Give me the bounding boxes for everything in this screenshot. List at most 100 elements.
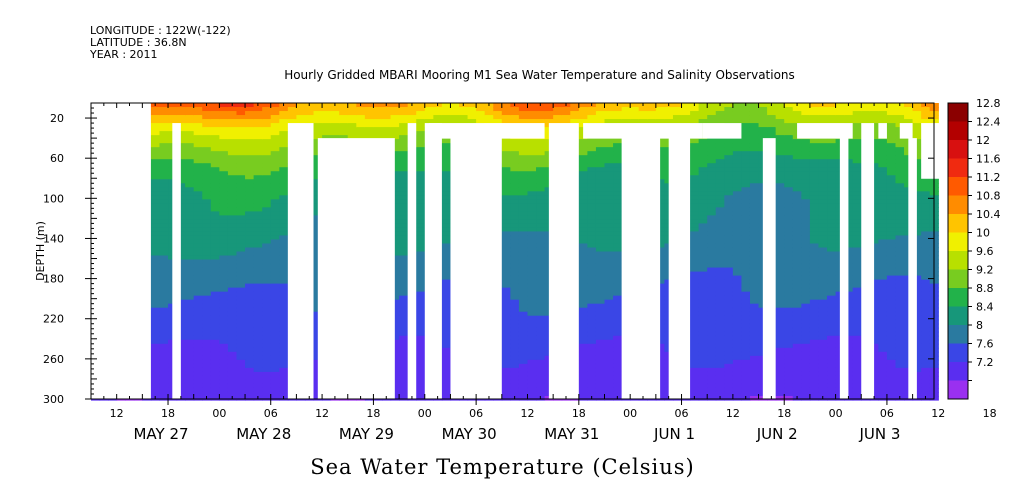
temperature-cell bbox=[381, 107, 392, 112]
temperature-cell bbox=[587, 119, 597, 124]
temperature-cell bbox=[227, 223, 238, 229]
temperature-cell bbox=[390, 355, 400, 361]
temperature-cell bbox=[399, 207, 409, 212]
temperature-cell bbox=[655, 311, 666, 317]
temperature-cell bbox=[313, 127, 323, 132]
temperature-cell bbox=[630, 111, 640, 116]
temperature-cell bbox=[245, 379, 255, 385]
temperature-cell bbox=[595, 291, 606, 297]
temperature-cell bbox=[604, 279, 614, 285]
temperature-cell bbox=[236, 235, 246, 241]
temperature-cell bbox=[536, 239, 546, 245]
temperature-cell bbox=[595, 235, 606, 241]
temperature-cell bbox=[219, 175, 229, 180]
temperature-cell bbox=[253, 111, 263, 116]
temperature-cell bbox=[527, 259, 537, 265]
temperature-cell bbox=[150, 307, 161, 313]
temperature-cell bbox=[441, 275, 452, 281]
temperature-cell bbox=[270, 299, 280, 305]
temperature-cell bbox=[416, 275, 426, 281]
temperature-cell bbox=[227, 279, 238, 285]
temperature-cell bbox=[578, 107, 588, 112]
temperature-cell bbox=[279, 175, 289, 180]
temperature-cell bbox=[245, 135, 255, 140]
temperature-cell bbox=[202, 335, 212, 341]
temperature-cell bbox=[416, 359, 426, 365]
temperature-cell bbox=[193, 391, 203, 397]
temperature-cell bbox=[236, 347, 246, 353]
temperature-cell bbox=[262, 183, 272, 188]
temperature-cell bbox=[613, 219, 623, 224]
temperature-cell bbox=[390, 383, 400, 389]
temperature-cell bbox=[245, 203, 255, 208]
temperature-cell bbox=[510, 319, 520, 325]
temperature-cell bbox=[227, 143, 238, 148]
temperature-cell bbox=[185, 299, 195, 305]
temperature-cell bbox=[236, 179, 246, 184]
temperature-cell bbox=[245, 195, 255, 200]
temperature-cell bbox=[245, 351, 255, 357]
temperature-cell bbox=[595, 315, 606, 321]
temperature-cell bbox=[587, 107, 597, 112]
temperature-cell bbox=[655, 391, 666, 397]
temperature-cell bbox=[373, 107, 383, 112]
temperature-cell bbox=[510, 155, 520, 160]
temperature-cell bbox=[279, 283, 289, 289]
temperature-cell bbox=[595, 223, 606, 229]
temperature-cell bbox=[604, 391, 614, 397]
temperature-cell bbox=[518, 215, 529, 220]
temperature-cell bbox=[150, 219, 161, 224]
temperature-cell bbox=[262, 203, 272, 208]
temperature-cell bbox=[227, 311, 238, 317]
temperature-cell bbox=[399, 327, 409, 333]
temperature-cell bbox=[253, 283, 263, 289]
temperature-cell bbox=[613, 319, 623, 325]
temperature-cell bbox=[518, 335, 529, 341]
temperature-cell bbox=[518, 311, 529, 317]
temperature-cell bbox=[202, 223, 212, 229]
temperature-cell bbox=[253, 323, 263, 329]
temperature-cell bbox=[176, 203, 186, 208]
temperature-cell bbox=[270, 391, 280, 397]
temperature-cell bbox=[236, 255, 246, 261]
temperature-cell bbox=[193, 135, 203, 140]
temperature-cell bbox=[176, 159, 186, 164]
temperature-cell bbox=[518, 231, 529, 237]
temperature-cell bbox=[270, 147, 280, 152]
temperature-cell bbox=[279, 187, 289, 192]
temperature-cell bbox=[518, 259, 529, 265]
temperature-cell bbox=[578, 211, 588, 216]
temperature-cell bbox=[227, 371, 238, 377]
temperature-cell bbox=[604, 207, 614, 212]
temperature-cell bbox=[536, 383, 546, 389]
temperature-cell bbox=[227, 327, 238, 333]
temperature-cell bbox=[279, 123, 289, 128]
temperature-cell bbox=[227, 359, 238, 365]
temperature-cell bbox=[527, 239, 537, 245]
temperature-cell bbox=[441, 327, 452, 333]
temperature-cell bbox=[578, 275, 588, 281]
temperature-cell bbox=[185, 159, 195, 164]
temperature-cell bbox=[655, 319, 666, 325]
temperature-cell bbox=[262, 215, 272, 220]
temperature-cell bbox=[219, 227, 229, 233]
temperature-cell bbox=[510, 111, 520, 116]
temperature-cell bbox=[253, 211, 263, 216]
temperature-cell bbox=[245, 311, 255, 317]
temperature-cell bbox=[176, 327, 186, 333]
temperature-cell bbox=[399, 387, 409, 393]
temperature-cell bbox=[501, 311, 511, 317]
temperature-cell bbox=[150, 327, 161, 333]
temperature-cell bbox=[262, 295, 272, 301]
temperature-cell bbox=[270, 327, 280, 333]
temperature-cell bbox=[279, 223, 289, 229]
temperature-cell bbox=[330, 111, 340, 116]
temperature-cell bbox=[416, 331, 426, 337]
temperature-cell bbox=[185, 203, 195, 208]
temperature-cell bbox=[245, 183, 255, 188]
temperature-cell bbox=[604, 371, 614, 377]
temperature-cell bbox=[262, 319, 272, 325]
temperature-cell bbox=[510, 359, 520, 365]
temperature-cell bbox=[613, 323, 623, 329]
temperature-cell bbox=[527, 327, 537, 333]
